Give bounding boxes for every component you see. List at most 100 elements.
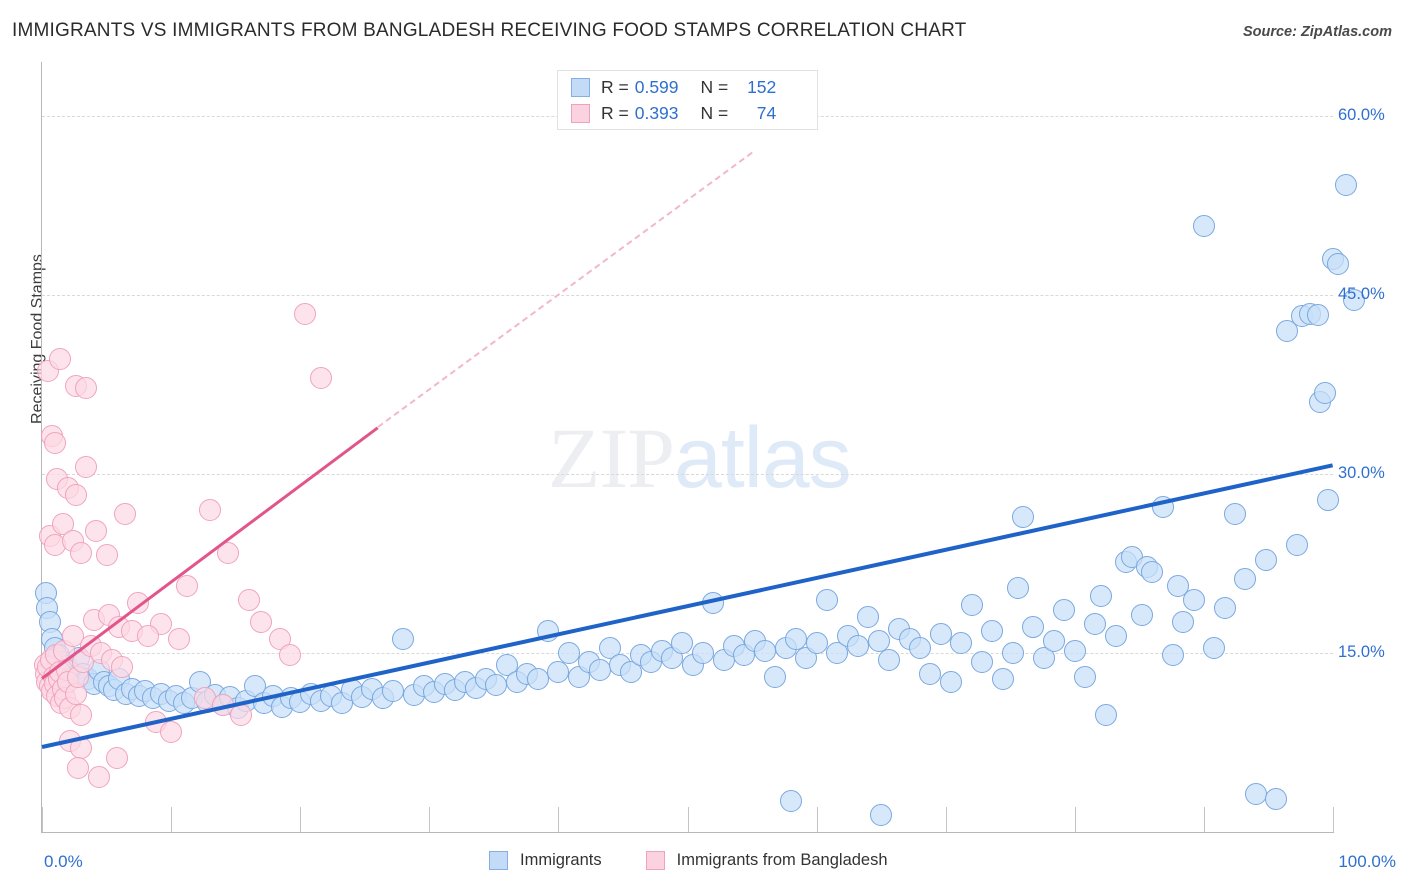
scatter-point [846, 634, 869, 657]
scatter-point [136, 625, 159, 648]
scatter-point [1130, 603, 1153, 626]
legend-label-bangladesh: Immigrants from Bangladesh [676, 851, 888, 869]
scatter-point [1254, 548, 1277, 571]
x-axis-tick [945, 807, 947, 832]
watermark-zip: ZIP [548, 410, 675, 506]
r-label-pink: R = [601, 103, 629, 123]
x-axis-tick [558, 807, 560, 832]
scatter-point [1043, 629, 1066, 652]
scatter-point [929, 622, 952, 645]
y-axis-tick-label: 45.0% [1338, 284, 1385, 303]
scatter-point [167, 627, 190, 650]
scatter-point [95, 544, 118, 567]
legend-swatch-blue-icon [489, 851, 508, 870]
scatter-point [857, 606, 880, 629]
page-title: IMMIGRANTS VS IMMIGRANTS FROM BANGLADESH… [12, 20, 967, 41]
scatter-point [991, 668, 1014, 691]
watermark-atlas: atlas [674, 410, 852, 506]
scatter-point [691, 641, 714, 664]
scatter-point [1022, 615, 1045, 638]
trendline-extension-pink [377, 151, 753, 428]
scatter-point [1105, 625, 1128, 648]
scatter-point [1327, 252, 1350, 275]
scatter-point [309, 367, 332, 390]
scatter-point [1342, 288, 1365, 311]
scatter-point [753, 639, 776, 662]
scatter-point [1334, 173, 1357, 196]
legend-item-bangladesh[interactable]: Immigrants from Bangladesh [645, 851, 888, 870]
y-axis-tick-label: 60.0% [1338, 105, 1385, 124]
scatter-point [919, 663, 942, 686]
scatter-point [805, 632, 828, 655]
scatter-point [198, 498, 221, 521]
scatter-point [1074, 665, 1097, 688]
scatter-point [877, 649, 900, 672]
scatter-point [970, 651, 993, 674]
y-axis-line [41, 62, 42, 833]
y-axis-tick-label: 15.0% [1338, 642, 1385, 661]
r-value-blue: 0.599 [634, 77, 679, 97]
scatter-point [74, 376, 97, 399]
scatter-point [105, 746, 128, 769]
scatter-point [981, 620, 1004, 643]
scatter-point [87, 766, 110, 789]
scatter-point [547, 661, 570, 684]
scatter-point [1265, 787, 1288, 810]
scatter-point [1089, 584, 1112, 607]
scatter-point [1032, 646, 1055, 669]
scatter-point [237, 589, 260, 612]
scatter-point [1006, 577, 1029, 600]
scatter-point [1141, 560, 1164, 583]
swatch-pink-icon [571, 104, 590, 123]
scatter-point [85, 520, 108, 543]
x-axis-min-label: 0.0% [44, 852, 83, 871]
x-axis-line [41, 832, 1334, 833]
scatter-point [537, 620, 560, 643]
scatter-point [671, 632, 694, 655]
scatter-point [49, 348, 72, 371]
scatter-point [216, 541, 239, 564]
x-axis-tick [687, 807, 689, 832]
zipatlas-watermark: ZIPatlas [548, 408, 852, 508]
scatter-point [113, 503, 136, 526]
scatter-point [1213, 596, 1236, 619]
scatter-point [69, 541, 92, 564]
scatter-point [485, 674, 508, 697]
source-attribution: Source: ZipAtlas.com [1242, 24, 1392, 40]
swatch-blue-icon [571, 78, 590, 97]
scatter-point [1306, 304, 1329, 327]
scatter-point [764, 665, 787, 688]
scatter-point [1167, 575, 1190, 598]
scatter-point [74, 455, 97, 478]
scatter-point [1192, 214, 1215, 237]
y-axis-tick-label: 30.0% [1338, 463, 1385, 482]
scatter-point [126, 591, 149, 614]
chart-legend: Immigrants Immigrants from Bangladesh [489, 851, 932, 870]
x-axis-max-label: 100.0% [1338, 852, 1396, 871]
scatter-point [111, 656, 134, 679]
scatter-point [1094, 704, 1117, 726]
correlation-stats-box: R = 0.599 N = 152 R = 0.393 N = 74 [557, 70, 818, 130]
stats-row-immigrants: R = 0.599 N = 152 [571, 74, 776, 101]
scatter-point [1234, 567, 1257, 590]
legend-label-immigrants: Immigrants [520, 851, 602, 869]
scatter-point [382, 680, 405, 703]
scatter-point [160, 720, 183, 743]
scatter-point [702, 591, 725, 614]
scatter-point [1285, 534, 1308, 557]
scatter-point [1053, 598, 1076, 621]
legend-swatch-pink-icon [645, 851, 665, 870]
n-label-blue: N = [700, 77, 729, 97]
scatter-point [1182, 589, 1205, 612]
scatter-point [960, 594, 983, 617]
scatter-point [294, 302, 317, 325]
legend-item-immigrants[interactable]: Immigrants [489, 851, 602, 870]
r-label-blue: R = [601, 77, 629, 97]
scatter-plot-area: ZIPatlas [33, 62, 1365, 832]
scatter-point [43, 431, 66, 454]
scatter-point [69, 704, 92, 726]
scatter-point [870, 804, 893, 827]
scatter-point [826, 641, 849, 664]
x-axis-tick [429, 807, 431, 832]
scatter-point [867, 629, 890, 652]
